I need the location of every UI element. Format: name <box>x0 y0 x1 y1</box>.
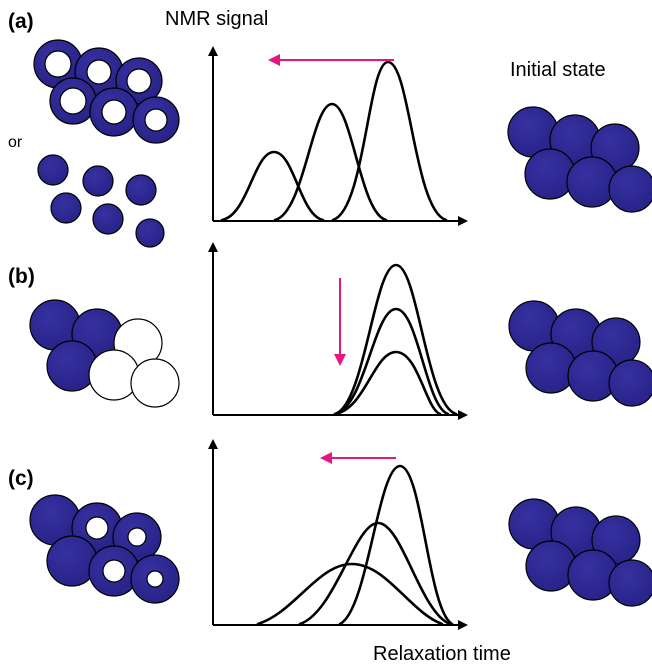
or-label: or <box>8 134 23 151</box>
initial-state-cluster-b <box>508 300 652 407</box>
axes-b <box>208 242 468 420</box>
panel-label-c: (c) <box>8 467 34 490</box>
signal-curves-c <box>256 464 454 626</box>
x-axis-title: Relaxation time <box>373 643 511 665</box>
hollow-grain-cluster-a <box>33 39 180 144</box>
y-axis-title: NMR signal <box>165 8 268 30</box>
initial-state-cluster-c <box>508 498 652 607</box>
axes-a <box>208 46 468 226</box>
partially-filled-cluster-b <box>29 299 180 408</box>
initial-state-label: Initial state <box>510 59 606 81</box>
signal-curves-b <box>333 263 458 416</box>
small-grain-cluster-a <box>37 154 165 248</box>
panel-label-b: (b) <box>8 265 35 288</box>
panel-label-a: (a) <box>8 10 34 33</box>
initial-state-cluster-a <box>507 106 652 213</box>
axes-c <box>208 439 468 630</box>
mixed-ring-cluster-c <box>29 494 180 604</box>
signal-curves-a <box>220 60 448 222</box>
